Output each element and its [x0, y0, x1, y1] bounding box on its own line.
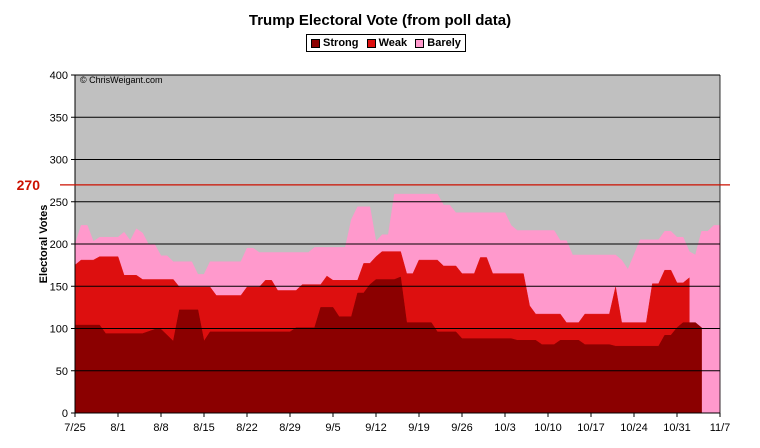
x-tick-label: 10/10 [534, 422, 562, 434]
legend-swatch-barely [415, 38, 425, 48]
y-tick-label: 0 [62, 408, 68, 420]
legend-label-barely: Barely [427, 37, 461, 49]
x-tick-label: 7/25 [64, 422, 85, 434]
x-tick-label: 10/17 [577, 422, 605, 434]
x-tick-label: 10/24 [620, 422, 648, 434]
legend-label-strong: Strong [323, 37, 359, 49]
axes: 0 50 100 150 200 250 300 350 400 7/25 8/1 8/8 8/15 8/… [50, 70, 731, 434]
x-tick-label: 8/22 [236, 422, 257, 434]
x-tick-label: 9/19 [408, 422, 429, 434]
x-tick-label: 8/15 [193, 422, 214, 434]
x-tick-label: 10/31 [663, 422, 691, 434]
y-tick-label: 250 [50, 197, 68, 209]
y-tick-label: 50 [56, 366, 68, 378]
x-tick-label: 10/3 [494, 422, 515, 434]
x-tick-label: 9/12 [365, 422, 386, 434]
x-tick-label: 9/26 [451, 422, 472, 434]
y-axis-label: Electoral Votes [38, 205, 50, 284]
threshold-label: 270 [17, 177, 41, 193]
y-tick-label: 100 [50, 324, 68, 336]
legend-item-barely: Barely [415, 37, 461, 49]
legend-item-weak: Weak [366, 37, 408, 49]
watermark: © ChrisWeigant.com [80, 75, 163, 85]
x-tick-label: 8/1 [110, 422, 125, 434]
legend-swatch-weak [366, 38, 376, 48]
area-strong [74, 276, 702, 414]
y-tick-label: 150 [50, 281, 68, 293]
chart-title: Trump Electoral Vote (from poll data) [248, 12, 512, 29]
y-tick-label: 300 [50, 155, 68, 167]
x-tick-label: 8/8 [153, 422, 168, 434]
x-tick-label: 9/5 [325, 422, 340, 434]
legend-label-weak: Weak [378, 37, 408, 49]
y-tick-label: 350 [50, 112, 68, 124]
legend-item-strong: Strong [311, 37, 359, 49]
y-tick-label: 400 [50, 70, 68, 82]
area-series [74, 193, 721, 414]
x-tick-label: 8/29 [279, 422, 300, 434]
legend-swatch-strong [311, 38, 321, 48]
x-tick-label: 11/7 [710, 422, 731, 434]
y-tick-label: 200 [50, 239, 68, 251]
legend: Strong Weak Barely [306, 34, 466, 52]
